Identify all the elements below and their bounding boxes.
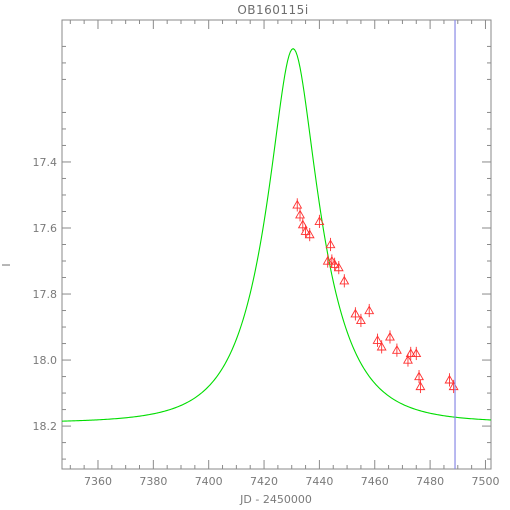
plot-frame: [61, 19, 492, 470]
data-point: [295, 209, 306, 219]
data-point: [372, 335, 383, 344]
data-point: [350, 308, 361, 318]
data-point: [411, 348, 422, 358]
x-tick-label: 7360: [84, 475, 112, 488]
data-point: [314, 216, 325, 225]
data-point: [333, 262, 344, 272]
model-curve-layer: [62, 48, 491, 422]
x-tick-label: 7480: [416, 475, 444, 488]
data-point: [355, 315, 366, 325]
x-tick-label: 7420: [250, 475, 278, 488]
data-point: [444, 374, 455, 384]
data-point: [385, 331, 395, 341]
data-point: [300, 226, 311, 235]
x-tick-label: 7460: [361, 475, 389, 488]
data-point: [376, 341, 387, 351]
x-tick-label: 7440: [305, 475, 333, 488]
x-axis-label: JD - 2450000: [239, 493, 312, 506]
x-tick-label: 7380: [139, 475, 167, 488]
data-point: [414, 371, 425, 381]
data-point: [415, 381, 426, 391]
x-tick-label: 7500: [471, 475, 499, 488]
data-point: [304, 229, 315, 239]
observations-layer: [292, 198, 459, 394]
data-point: [402, 354, 413, 364]
y-tick-label: 17.8: [33, 288, 58, 301]
data-point: [448, 381, 459, 391]
data-point: [325, 239, 336, 249]
data-point: [405, 348, 416, 358]
y-tick-label: 17.6: [33, 222, 58, 235]
model-curve: [62, 48, 491, 422]
chart-title: OB160115i: [237, 3, 308, 17]
data-point: [297, 219, 308, 229]
y-tick-label: 18.0: [33, 354, 58, 367]
x-axis-ticks: 7360 7380 7400 7420 7440 7460 7480 7500: [69, 20, 499, 488]
y-tick-label: 18.2: [33, 420, 58, 433]
data-point: [391, 345, 402, 354]
data-point: [292, 199, 303, 209]
data-point: [339, 275, 350, 285]
y-axis-ticks: 17.4 17.6 17.8 18.0 18.2: [33, 45, 491, 460]
y-tick-label: 17.4: [33, 156, 58, 169]
data-point: [329, 259, 340, 268]
data-point: [364, 305, 375, 315]
x-tick-label: 7400: [195, 475, 223, 488]
y-axis-label: I: [0, 263, 13, 266]
